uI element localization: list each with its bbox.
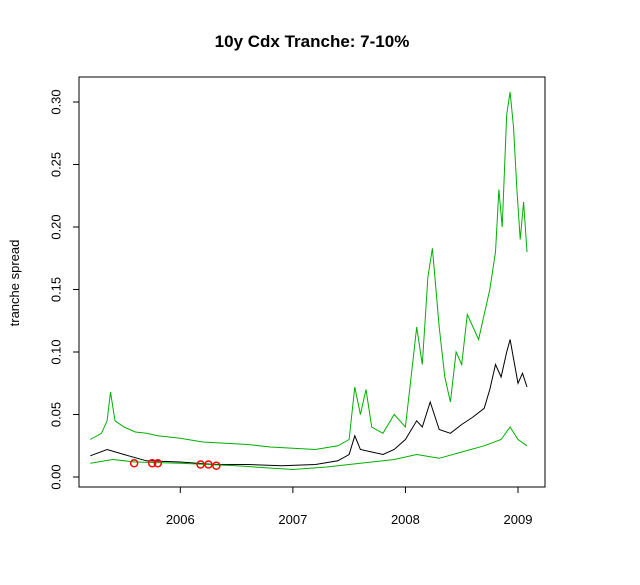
point xyxy=(196,460,205,469)
chart-title: 10y Cdx Tranche: 7-10% xyxy=(215,32,410,51)
y-tick-label: 0.05 xyxy=(48,402,63,427)
x-tick-label: 2007 xyxy=(278,512,307,527)
series-line xyxy=(90,91,528,451)
y-tick-label: 0.25 xyxy=(48,152,63,177)
x-tick-label: 2006 xyxy=(166,512,195,527)
y-tick-label: 0.30 xyxy=(48,89,63,114)
point xyxy=(204,460,213,469)
x-tick-label: 2008 xyxy=(391,512,420,527)
y-tick-label: 0.20 xyxy=(48,214,63,239)
point xyxy=(212,461,221,470)
point xyxy=(153,459,163,468)
point xyxy=(129,459,139,468)
y-tick-label: 0.00 xyxy=(48,464,63,489)
y-tick-label: 0.10 xyxy=(48,339,63,364)
x-tick-label: 2009 xyxy=(504,512,533,527)
series-line xyxy=(90,426,528,471)
y-tick-label: 0.15 xyxy=(48,277,63,302)
plot-frame xyxy=(78,76,546,488)
y-axis-label: tranche spread xyxy=(7,240,22,327)
series-line xyxy=(90,339,528,467)
point xyxy=(147,459,157,468)
